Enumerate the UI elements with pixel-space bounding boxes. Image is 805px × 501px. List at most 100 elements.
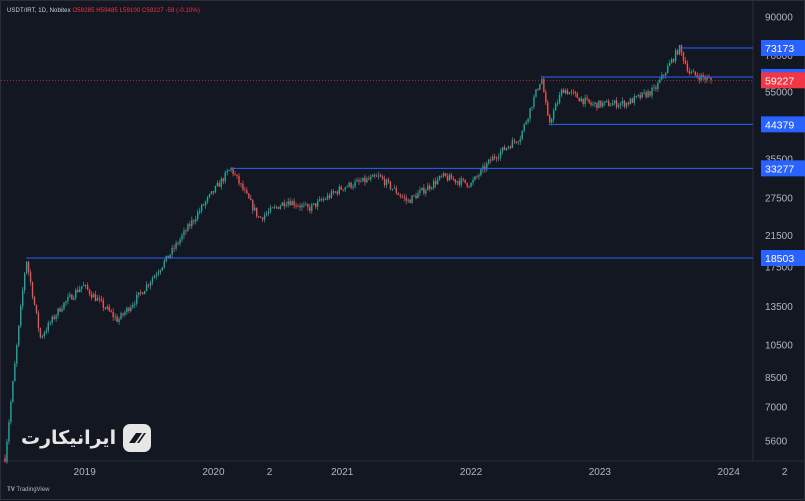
- candle-body: [320, 199, 323, 201]
- candle-body: [608, 101, 610, 107]
- candle-body: [338, 186, 341, 194]
- candle-body: [411, 195, 413, 203]
- candle-body: [633, 96, 636, 103]
- candle-body: [126, 307, 128, 312]
- candle-body: [92, 294, 95, 298]
- candle-body: [436, 179, 439, 185]
- x-tick-label: 2019: [74, 467, 97, 478]
- candle-body: [316, 200, 319, 207]
- change-value: -58 (-0.10%): [165, 8, 200, 14]
- candle-body: [429, 185, 431, 189]
- candle-body: [342, 189, 344, 191]
- candle-body: [326, 195, 329, 200]
- candle-body: [291, 201, 293, 206]
- candle-body: [684, 60, 687, 64]
- candle-body: [248, 193, 250, 199]
- candle-body: [80, 286, 83, 289]
- candle-body: [307, 204, 309, 208]
- candle-body: [653, 87, 655, 89]
- candle-body: [531, 106, 533, 109]
- candle-body: [454, 179, 457, 183]
- candle-body: [256, 207, 258, 217]
- candle-body: [238, 176, 240, 184]
- candle-body: [444, 173, 447, 177]
- candle-body: [149, 282, 152, 286]
- candle-body: [375, 175, 378, 177]
- candle-body: [462, 178, 464, 180]
- candle-body: [226, 171, 228, 173]
- candle-body: [297, 205, 299, 207]
- candle-body: [509, 146, 512, 149]
- candle-body: [20, 306, 22, 326]
- candle-body: [246, 190, 248, 194]
- candle-body: [106, 306, 108, 309]
- y-tick-label: 10500: [765, 341, 793, 352]
- high-value: H59485: [96, 8, 118, 14]
- candle-body: [423, 187, 425, 194]
- candle-body: [527, 118, 529, 122]
- candle-body: [10, 401, 12, 423]
- candle-body: [669, 62, 671, 67]
- candle-body: [354, 181, 356, 187]
- candle-body: [541, 78, 543, 84]
- candle-body: [23, 273, 26, 291]
- candle-body: [120, 313, 122, 320]
- candle-body: [222, 178, 224, 182]
- candle-body: [696, 74, 698, 77]
- candle-body: [488, 159, 490, 164]
- candle-body: [250, 198, 252, 201]
- candle-body: [613, 100, 616, 104]
- candle-body: [446, 176, 449, 181]
- card-logo-icon: [123, 424, 152, 452]
- candle-body: [450, 174, 453, 180]
- x-tick-label: 2: [782, 467, 788, 478]
- candle-body: [438, 175, 441, 180]
- candle-body: [427, 185, 429, 191]
- candle-body: [710, 78, 712, 81]
- y-tick-label: 17500: [765, 263, 793, 274]
- candle-body: [104, 307, 106, 309]
- candle-body: [147, 284, 150, 286]
- tradingview-brand: 𝐓𝐕 TradingView: [7, 487, 49, 494]
- candle-body: [468, 186, 470, 188]
- candle-body: [118, 319, 120, 322]
- candle-body: [486, 163, 488, 170]
- candle-body: [63, 302, 65, 309]
- brand-watermark: ایرانیکارت: [21, 423, 152, 453]
- candle-body: [452, 179, 455, 180]
- candle-body: [364, 177, 366, 183]
- candle-body: [651, 88, 653, 96]
- candle-body: [18, 325, 20, 346]
- candle-body: [700, 74, 702, 81]
- candle-body: [497, 157, 500, 159]
- candle-body: [643, 92, 645, 94]
- candle-body: [259, 216, 262, 218]
- candle-body: [157, 272, 160, 275]
- candle-body: [53, 316, 55, 319]
- candle-body: [153, 275, 156, 279]
- candle-body: [615, 100, 618, 108]
- candle-body: [41, 336, 44, 338]
- candle-body: [383, 178, 386, 186]
- candle-body: [631, 98, 634, 103]
- candle-body: [425, 190, 427, 194]
- candle-body: [547, 102, 549, 116]
- candle-body: [582, 98, 584, 105]
- candle-body: [138, 292, 140, 295]
- candle-body: [27, 261, 30, 273]
- candle-body: [183, 230, 185, 236]
- candle-body: [59, 308, 61, 312]
- candle-body: [600, 100, 602, 107]
- candle-body: [387, 179, 390, 182]
- candle-body: [501, 147, 504, 152]
- candle-body: [590, 102, 592, 105]
- candle-body: [271, 207, 274, 209]
- candle-body: [647, 91, 649, 98]
- candle-body: [543, 78, 545, 93]
- candle-body: [330, 191, 333, 198]
- candle-body: [606, 101, 608, 102]
- candle-body: [659, 79, 661, 83]
- x-tick-label: 2022: [460, 467, 483, 478]
- candle-body: [151, 278, 154, 283]
